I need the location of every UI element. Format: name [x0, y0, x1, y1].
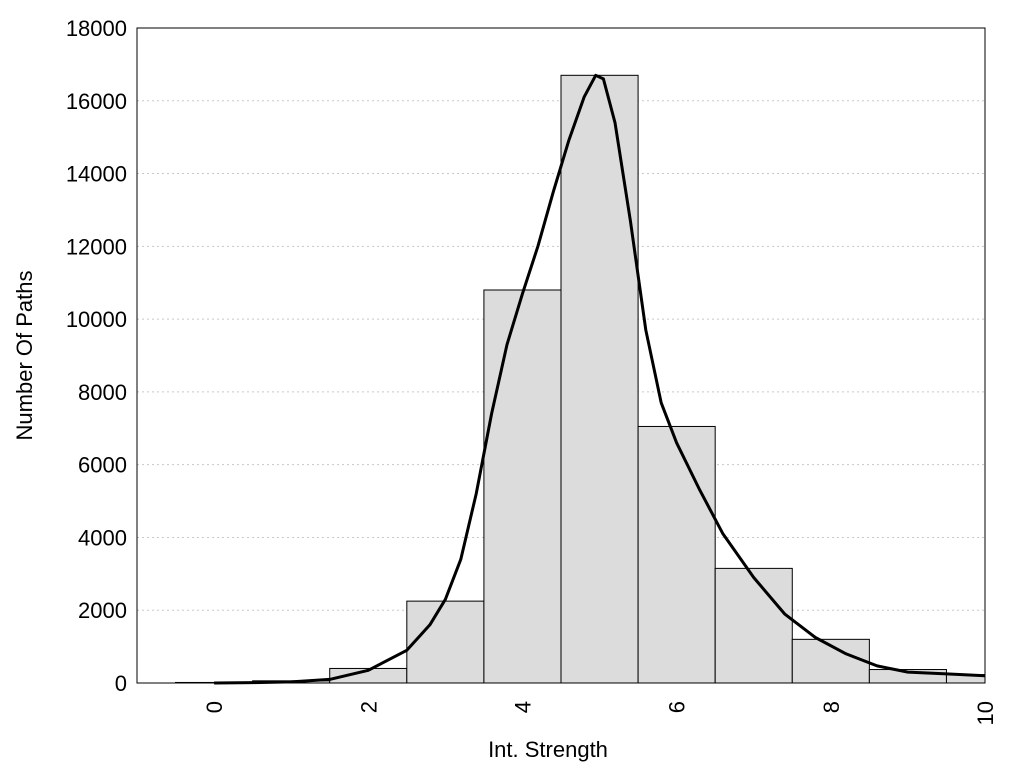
x-tick-label: 4: [510, 701, 535, 713]
x-tick-label: 0: [202, 701, 227, 713]
y-tick-label: 10000: [66, 307, 127, 332]
y-tick-label: 18000: [66, 16, 127, 41]
y-axis-title: Number Of Paths: [12, 271, 37, 441]
bars: [175, 74, 986, 684]
y-tick-label: 6000: [78, 453, 127, 478]
x-tick-label: 2: [356, 701, 381, 713]
histogram-bar: [560, 74, 639, 684]
y-tick-label: 2000: [78, 598, 127, 623]
fit-curve: [214, 73, 986, 685]
y-tick-label: 4000: [78, 525, 127, 550]
histogram-bar: [714, 567, 793, 684]
x-axis-title: Int. Strength: [488, 737, 608, 762]
x-axis-ticks: 0 2 4 6 8 10: [202, 701, 998, 725]
histogram-bar: [406, 600, 485, 684]
x-tick-label: 8: [819, 701, 844, 713]
x-tick-label: 10: [973, 701, 998, 725]
y-tick-label: 8000: [78, 380, 127, 405]
y-axis-ticks: 0 2000 4000 6000 8000 10000 12000 14000 16000 180…: [66, 16, 127, 696]
y-tick-label: 12000: [66, 234, 127, 259]
y-tick-label: 14000: [66, 162, 127, 187]
histogram-bar: [637, 425, 716, 684]
plot-frame: [136, 27, 986, 684]
y-tick-label: 16000: [66, 89, 127, 114]
histogram-bar: [483, 289, 562, 684]
x-tick-label: 6: [665, 701, 690, 713]
y-tick-label: 0: [115, 671, 127, 696]
grid-lines: [137, 100, 985, 611]
